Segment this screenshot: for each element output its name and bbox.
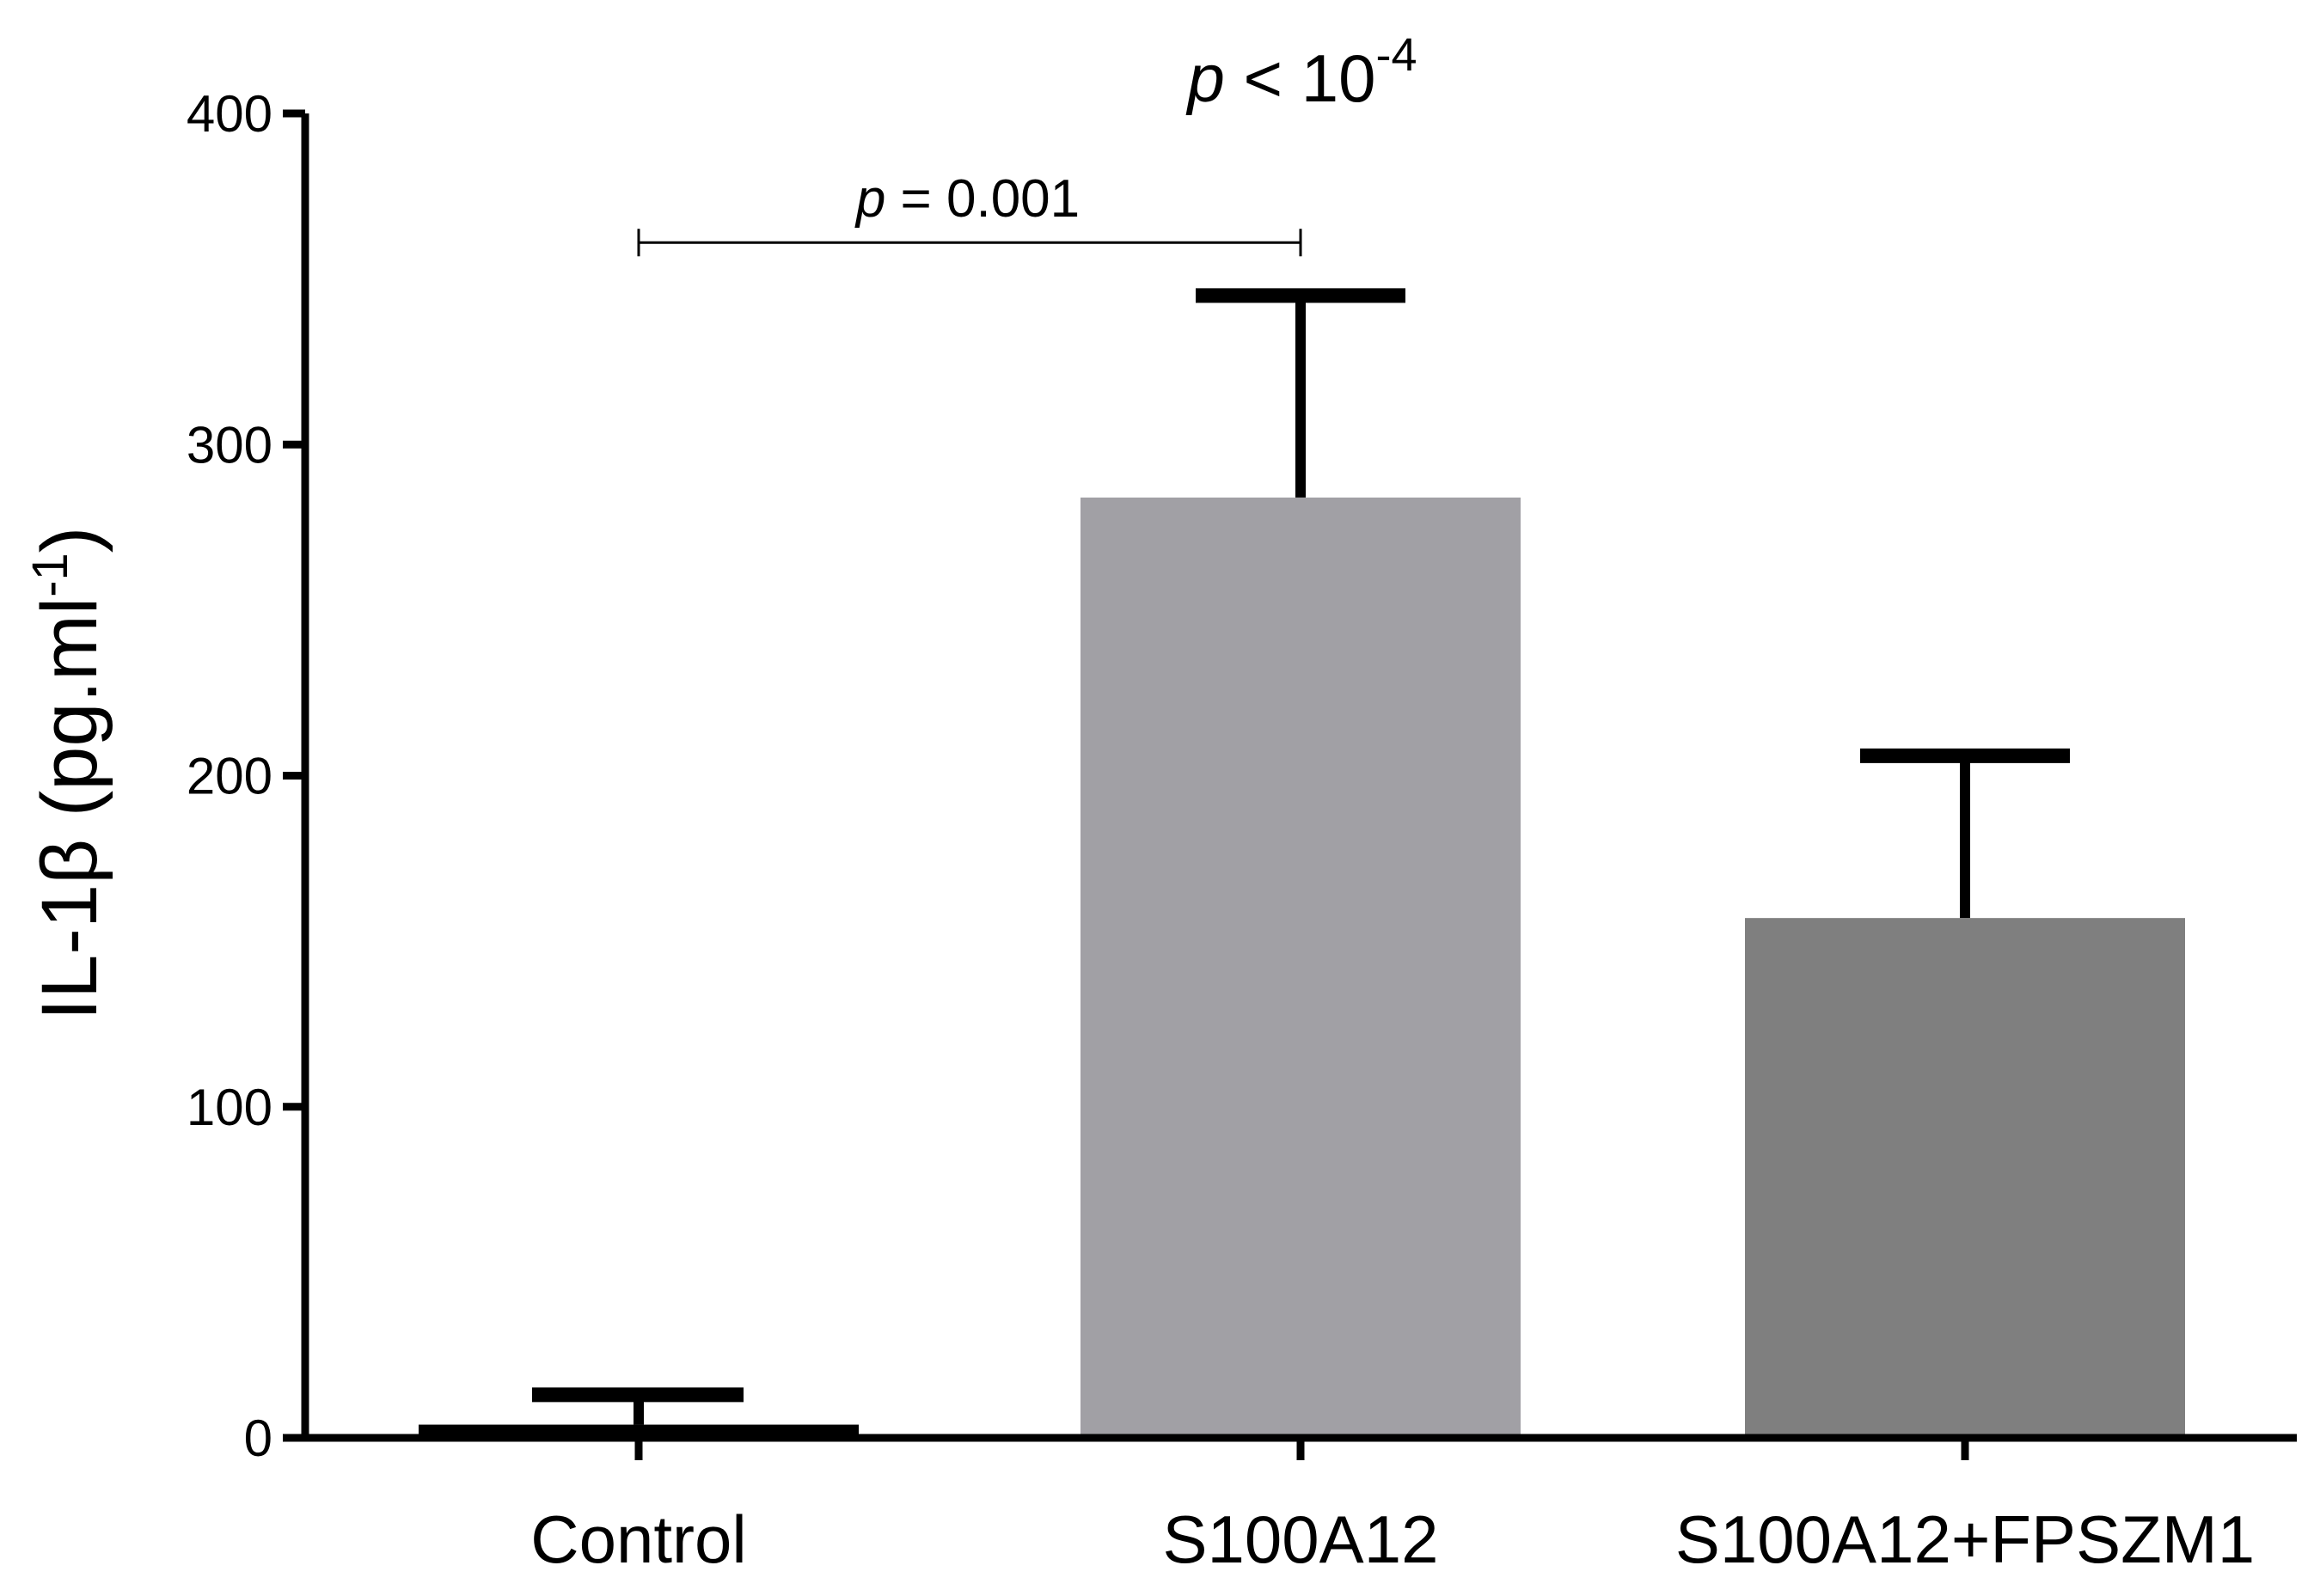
pairwise-significance: p = 0.001 <box>637 169 1302 257</box>
overall-p-symbol: p <box>1185 40 1224 116</box>
y-tick-label-200: 200 <box>187 748 272 805</box>
x-tick-label-control: Control <box>530 1501 746 1577</box>
overall-p-superscript: -4 <box>1376 29 1417 81</box>
y-tick-label-0: 0 <box>244 1409 272 1467</box>
bar-s100a12 <box>1080 497 1521 1438</box>
y-axis-label-main: IL-1β (pg.ml <box>26 597 113 1021</box>
y-axis-label: IL-1β (pg.ml-1) <box>22 527 113 1021</box>
bar-s100a12-fpszm1 <box>1745 918 2185 1438</box>
y-tick-label-300: 300 <box>187 416 272 474</box>
y-tick-label-100: 100 <box>187 1079 272 1136</box>
x-tick-label-s100a12-fpszm1: S100A12+FPSZM1 <box>1675 1501 2255 1577</box>
x-tick-label-s100a12: S100A12 <box>1163 1501 1439 1577</box>
pairwise-significance-label: p = 0.001 <box>854 169 1080 229</box>
pairwise-p-symbol: p <box>854 169 885 229</box>
pairwise-p-relation: = 0.001 <box>885 169 1080 229</box>
y-axis-label-superscript: -1 <box>22 553 78 597</box>
overall-p-relation: < 10 <box>1225 40 1376 116</box>
overall-significance-label: p < 10-4 <box>1185 29 1417 116</box>
y-axis-label-close: ) <box>26 527 113 553</box>
y-tick-label-400: 400 <box>187 85 272 143</box>
